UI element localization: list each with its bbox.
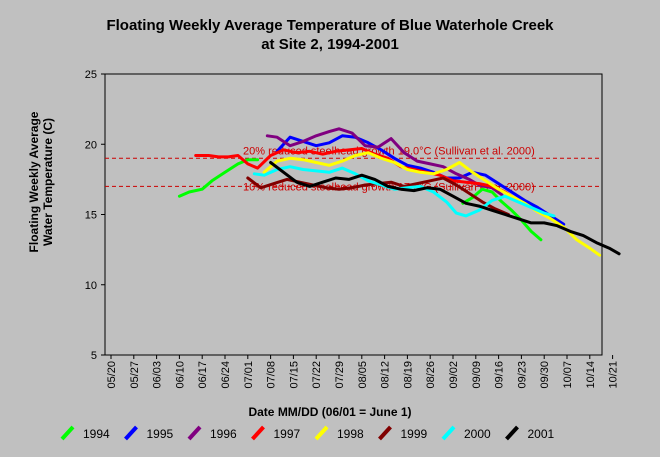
series-line-2000 bbox=[252, 165, 556, 218]
x-tick-label: 08/12 bbox=[380, 361, 392, 389]
x-tick-label: 05/27 bbox=[129, 361, 141, 389]
legend-label-2000: 2000 bbox=[464, 427, 491, 441]
x-tick-label: 09/02 bbox=[448, 361, 460, 389]
x-tick-label: 06/17 bbox=[197, 361, 209, 389]
x-axis-ticks: 05/20 05/27 06/03 06/10 06/17 06/24 07/01 07/08… bbox=[106, 355, 620, 389]
plot-area bbox=[104, 73, 603, 356]
x-tick-label: 07/29 bbox=[334, 361, 346, 389]
y-tick-label: 5 bbox=[91, 350, 97, 362]
chart-title-line-1: Floating Weekly Average Temperature of B… bbox=[106, 17, 554, 34]
x-tick-label: 08/19 bbox=[402, 361, 414, 389]
x-tick-label: 06/10 bbox=[174, 361, 186, 389]
legend-swatch-1997 bbox=[251, 425, 265, 441]
x-tick-label: 09/16 bbox=[494, 361, 506, 389]
series-line-1997 bbox=[194, 147, 520, 202]
y-tick-label: 25 bbox=[85, 69, 97, 81]
series-line-1998 bbox=[262, 151, 602, 257]
legend-swatch-1999 bbox=[378, 425, 392, 441]
x-tick-label: 08/05 bbox=[357, 361, 369, 389]
x-tick-label: 09/23 bbox=[516, 361, 528, 389]
legend-label-1995: 1995 bbox=[147, 427, 174, 441]
x-tick-label: 09/30 bbox=[539, 361, 551, 389]
legend: 1994 1995 1996 1997 1998 1999 2000 2001 bbox=[60, 425, 555, 441]
reference-line-label: 20% reduced steelhead growth 19.0°C (Sul… bbox=[243, 145, 535, 157]
series-line-1996 bbox=[265, 127, 504, 197]
chart-title-line-2: at Site 2, 1994-2001 bbox=[261, 36, 399, 53]
legend-swatch-2001 bbox=[505, 425, 519, 441]
legend-label-1999: 1999 bbox=[401, 427, 428, 441]
x-tick-label: 10/07 bbox=[562, 361, 574, 389]
x-tick-label: 07/01 bbox=[243, 361, 255, 389]
y-axis-title-line-1: Floating Weekly Average bbox=[27, 111, 41, 252]
legend-label-1997: 1997 bbox=[274, 427, 301, 441]
x-axis-title: Date MM/DD (06/01 = June 1) bbox=[248, 405, 411, 419]
legend-label-1996: 1996 bbox=[210, 427, 237, 441]
y-tick-label: 15 bbox=[85, 210, 97, 222]
x-tick-label: 07/15 bbox=[288, 361, 300, 389]
series-line-1994 bbox=[461, 187, 543, 242]
y-tick-label: 10 bbox=[85, 280, 97, 292]
x-tick-label: 07/08 bbox=[266, 361, 278, 389]
legend-swatch-1994 bbox=[60, 425, 75, 441]
legend-label-1994: 1994 bbox=[83, 427, 110, 441]
legend-swatch-1995 bbox=[124, 425, 138, 441]
x-tick-label: 09/09 bbox=[471, 361, 483, 389]
series-line-2001 bbox=[269, 161, 621, 256]
legend-swatch-1996 bbox=[187, 425, 202, 441]
y-axis-ticks: 5 10 15 20 25 bbox=[85, 69, 105, 362]
legend-label-2001: 2001 bbox=[528, 427, 555, 441]
x-tick-label: 05/20 bbox=[106, 361, 118, 389]
x-tick-label: 10/21 bbox=[608, 361, 620, 389]
x-tick-label: 08/26 bbox=[425, 361, 437, 389]
y-tick-label: 20 bbox=[85, 139, 97, 151]
x-tick-label: 06/24 bbox=[220, 361, 232, 389]
legend-swatch-1998 bbox=[314, 425, 329, 441]
x-tick-label: 10/14 bbox=[585, 361, 597, 389]
legend-label-1998: 1998 bbox=[337, 427, 364, 441]
y-axis-title-line-2: Water Temperature (C) bbox=[41, 118, 55, 246]
x-tick-label: 06/03 bbox=[152, 361, 164, 389]
series-line-1995 bbox=[275, 134, 566, 226]
legend-swatch-2000 bbox=[441, 425, 456, 441]
series-lines bbox=[177, 127, 621, 257]
x-tick-label: 07/22 bbox=[311, 361, 323, 389]
series-line-1994 bbox=[177, 158, 260, 198]
